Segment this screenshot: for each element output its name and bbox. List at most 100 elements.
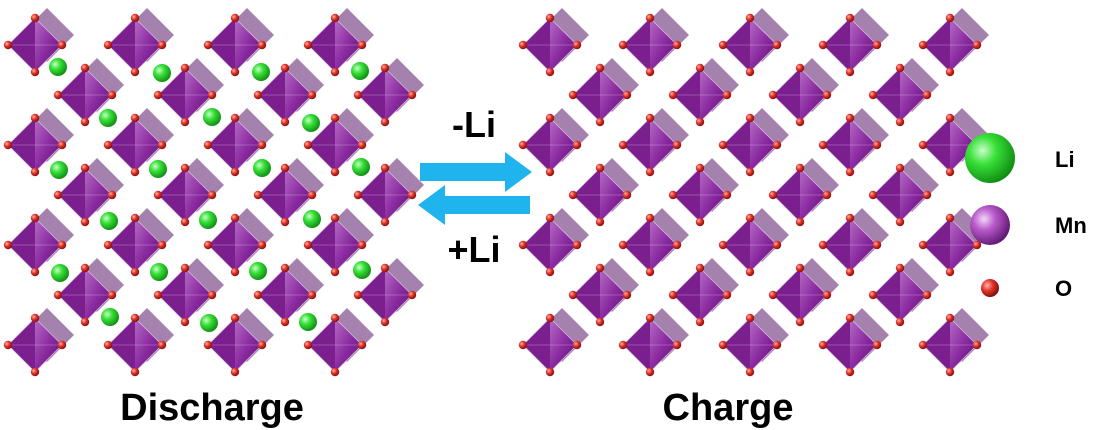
o-atom: [57, 140, 67, 150]
o-atom: [180, 317, 190, 327]
o-atom: [207, 290, 217, 300]
o-sphere-icon: [981, 279, 999, 297]
o-atom: [895, 163, 905, 173]
o-atom: [3, 340, 13, 350]
o-atom: [668, 290, 678, 300]
lithiation-label: +Li: [447, 229, 500, 270]
li-atom: [200, 314, 218, 332]
o-atom: [330, 367, 340, 377]
o-atom: [57, 240, 67, 250]
o-atom: [380, 163, 390, 173]
o-atom: [695, 63, 705, 73]
legend-label-li: Li: [1055, 147, 1075, 172]
o-atom: [895, 317, 905, 327]
o-atom: [695, 117, 705, 127]
o-atom: [153, 190, 163, 200]
o-atom: [230, 113, 240, 123]
o-atom: [353, 290, 363, 300]
charge-spinel-structure: [518, 8, 989, 377]
o-atom: [80, 117, 90, 127]
o-atom: [945, 13, 955, 23]
o-atom: [107, 290, 117, 300]
o-atom: [895, 263, 905, 273]
legend-label-mn: Mn: [1055, 213, 1087, 238]
o-atom: [103, 40, 113, 50]
o-atom: [30, 267, 40, 277]
o-atom: [795, 63, 805, 73]
o-atom: [130, 213, 140, 223]
o-atom: [30, 67, 40, 77]
o-atom: [3, 40, 13, 50]
o-atom: [330, 167, 340, 177]
li-atom: [100, 212, 118, 230]
o-atom: [280, 263, 290, 273]
o-atom: [103, 140, 113, 150]
o-atom: [945, 313, 955, 323]
o-atom: [303, 240, 313, 250]
o-atom: [618, 140, 628, 150]
o-atom: [745, 367, 755, 377]
o-atom: [595, 317, 605, 327]
o-atom: [845, 113, 855, 123]
o-atom: [230, 167, 240, 177]
o-atom: [845, 167, 855, 177]
o-atom: [918, 140, 928, 150]
o-atom: [280, 117, 290, 127]
o-atom: [622, 290, 632, 300]
o-atom: [230, 267, 240, 277]
o-atom: [207, 90, 217, 100]
o-atom: [230, 213, 240, 223]
o-atom: [130, 367, 140, 377]
reaction-arrows: [418, 152, 532, 225]
o-atom: [668, 90, 678, 100]
o-atom: [695, 263, 705, 273]
o-atom: [718, 140, 728, 150]
o-atom: [130, 167, 140, 177]
o-atom: [845, 367, 855, 377]
o-atom: [795, 117, 805, 127]
o-atom: [645, 267, 655, 277]
o-atom: [103, 240, 113, 250]
o-atom: [845, 313, 855, 323]
o-atom: [80, 63, 90, 73]
o-atom: [180, 163, 190, 173]
o-atom: [253, 90, 263, 100]
o-atom: [357, 240, 367, 250]
li-atom: [49, 58, 67, 76]
li-atom: [51, 264, 69, 282]
o-atom: [303, 140, 313, 150]
o-atom: [972, 40, 982, 50]
o-atom: [157, 40, 167, 50]
o-atom: [353, 190, 363, 200]
o-atom: [572, 340, 582, 350]
mn-sphere-icon: [970, 205, 1010, 245]
o-atom: [330, 267, 340, 277]
o-atom: [357, 140, 367, 150]
o-atom: [330, 13, 340, 23]
o-atom: [768, 190, 778, 200]
o-atom: [357, 340, 367, 350]
o-atom: [868, 290, 878, 300]
o-atom: [868, 190, 878, 200]
o-atom: [572, 240, 582, 250]
li-atom: [99, 109, 117, 127]
o-atom: [53, 190, 63, 200]
o-atom: [818, 40, 828, 50]
o-atom: [645, 313, 655, 323]
o-atom: [380, 63, 390, 73]
li-atom: [352, 158, 370, 176]
o-atom: [153, 290, 163, 300]
li-atom: [203, 108, 221, 126]
o-atom: [207, 190, 217, 200]
o-atom: [918, 40, 928, 50]
o-atom: [407, 290, 417, 300]
o-atom: [180, 63, 190, 73]
discharge-label: Discharge: [120, 387, 304, 429]
o-atom: [3, 240, 13, 250]
o-atom: [768, 290, 778, 300]
o-atom: [722, 290, 732, 300]
o-atom: [922, 190, 932, 200]
o-atom: [30, 367, 40, 377]
o-atom: [280, 163, 290, 173]
li-atom: [253, 159, 271, 177]
